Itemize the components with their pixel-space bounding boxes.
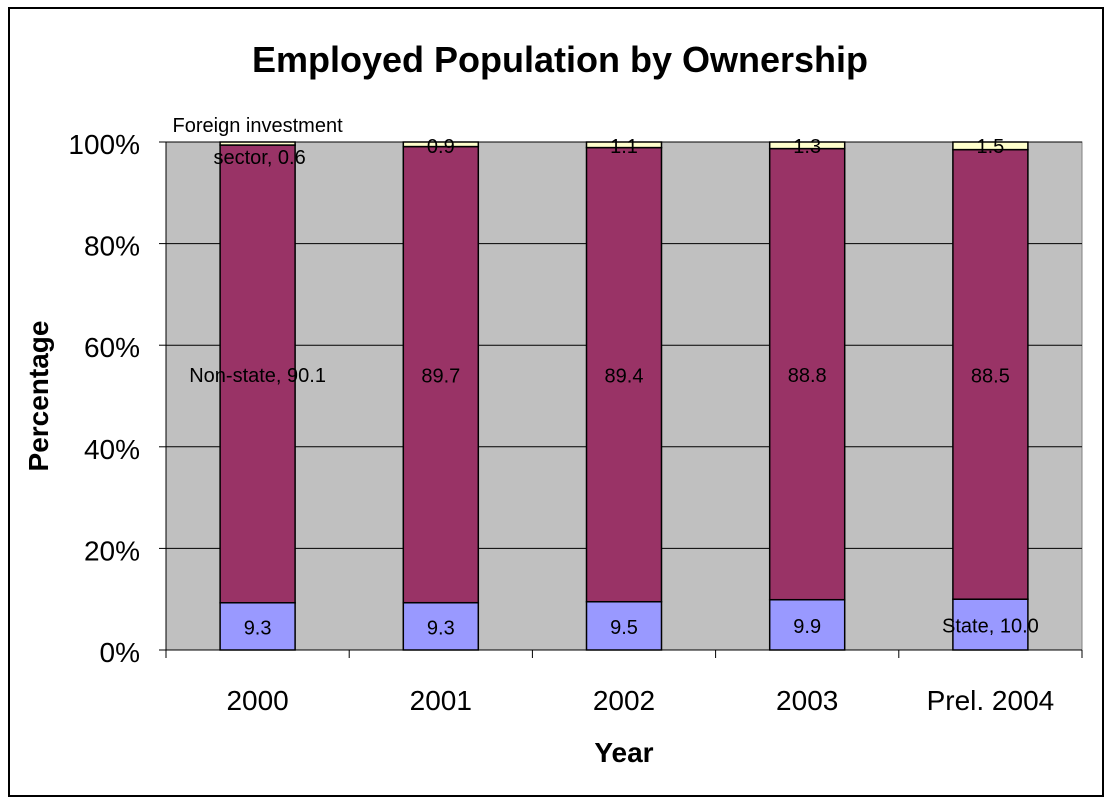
x-tick-label: 2000	[226, 685, 288, 716]
bar-state	[219, 602, 296, 651]
bar-non-state	[952, 148, 1029, 600]
data-label-state: State, 10.0	[942, 616, 1039, 638]
bar-non-state	[768, 147, 846, 601]
bar-foreign-investment-sector	[768, 141, 846, 150]
data-label-non-state: 88.8	[788, 365, 827, 387]
y-tick-label: 60%	[84, 332, 140, 363]
bar-foreign-investment-sector	[219, 141, 296, 146]
data-label-foreign: 1.1	[610, 136, 638, 158]
data-label-non-state: 89.4	[605, 366, 644, 388]
bar-foreign-investment-sector	[952, 141, 1029, 151]
data-label-state: 9.5	[610, 617, 638, 639]
bar-non-state	[219, 144, 296, 604]
data-label-foreign: Foreign investment sector, 0.6	[173, 115, 344, 169]
x-tick-label: Prel. 2004	[927, 685, 1055, 716]
bar-foreign-investment-sector	[585, 141, 663, 149]
y-tick-label: 20%	[84, 535, 140, 566]
bar-state	[768, 598, 846, 651]
data-label-foreign: 0.9	[427, 136, 455, 158]
data-label-foreign-line: Foreign investment	[173, 115, 344, 137]
y-tick-label: 0%	[100, 637, 140, 668]
x-axis-label: Year	[594, 737, 653, 768]
y-axis-label: Percentage	[23, 321, 54, 472]
data-label-state: 9.3	[427, 617, 455, 639]
data-label-foreign: 1.5	[976, 136, 1004, 158]
bar-non-state	[402, 145, 480, 604]
chart-title: Employed Population by Ownership	[252, 39, 868, 80]
data-label-foreign: 1.3	[793, 136, 821, 158]
bar-non-state	[585, 146, 663, 603]
data-label-state: 9.9	[793, 616, 821, 638]
y-tick-label: 40%	[84, 434, 140, 465]
x-tick-label: 2002	[593, 685, 655, 716]
data-label-foreign-line: sector, 0.6	[213, 147, 305, 169]
y-tick-label: 80%	[84, 231, 140, 262]
bar-foreign-investment-sector	[402, 141, 480, 148]
data-label-non-state: Non-state, 90.1	[189, 365, 326, 387]
data-label-state: 9.3	[244, 617, 272, 639]
x-tick-label: 2001	[410, 685, 472, 716]
data-label-non-state: 88.5	[971, 365, 1010, 387]
y-tick-label: 100%	[68, 129, 140, 160]
data-label-non-state: 89.7	[421, 366, 460, 388]
plot-area: 0% 20% 40% 60% 80% 100% 2000 2001 2002 2003 Prel. …	[68, 115, 1083, 716]
x-tick-label: 2003	[776, 685, 838, 716]
bar-state	[402, 601, 480, 651]
